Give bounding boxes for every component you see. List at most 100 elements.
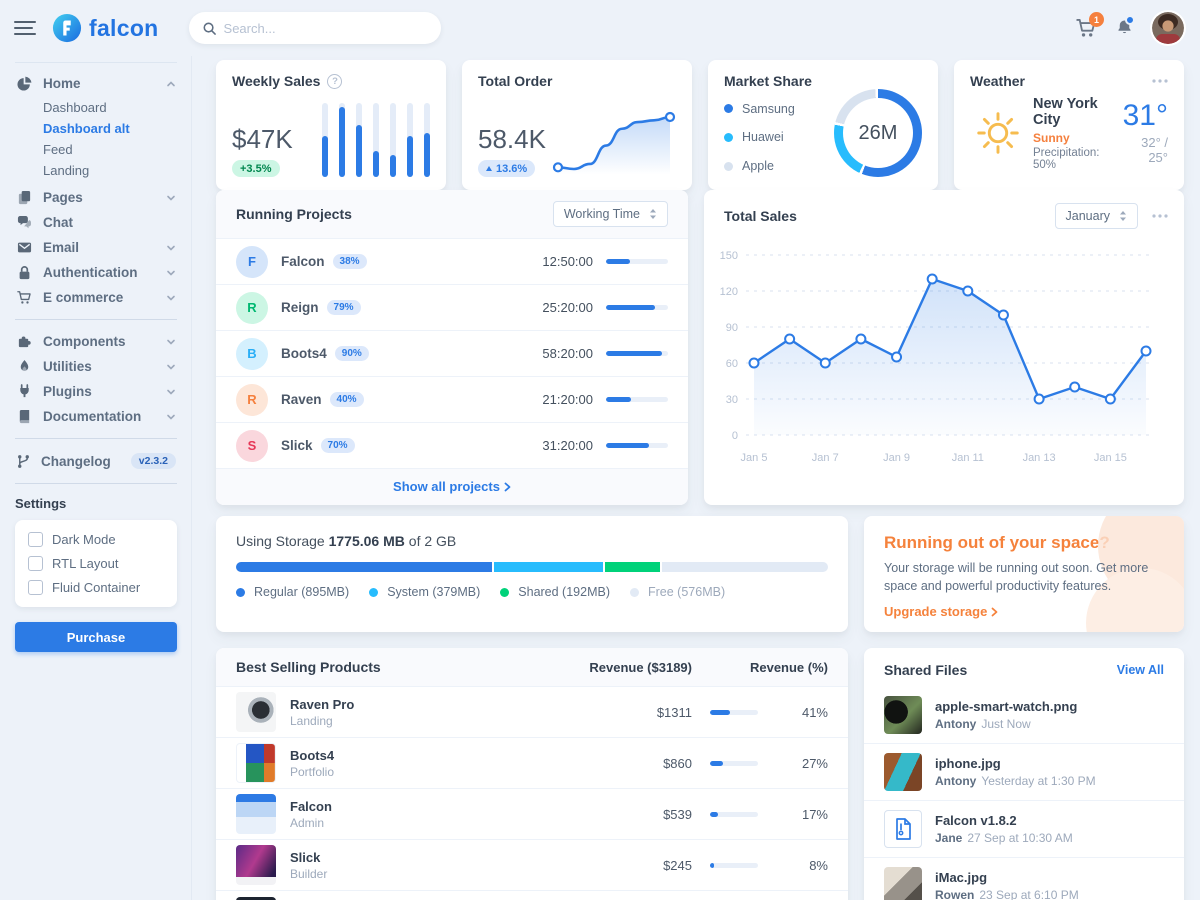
list-item[interactable]: iphone.jpg Antony Yesterday at 1:30 PM <box>864 743 1184 800</box>
product-name[interactable]: Boots4 <box>290 747 335 763</box>
market-share-card: Market Share Samsung Huawei <box>708 60 938 190</box>
project-name[interactable]: Falcon <box>281 254 325 269</box>
list-item[interactable]: iMac.jpg Rowen 23 Sep at 6:10 PM <box>864 857 1184 900</box>
fluid-container-toggle[interactable]: Fluid Container <box>28 580 164 595</box>
sidebar-item-documentation[interactable]: Documentation <box>15 404 177 429</box>
sidebar-item-chat[interactable]: Chat <box>15 210 177 235</box>
chevron-down-icon <box>166 268 176 278</box>
project-name[interactable]: Boots4 <box>281 346 327 361</box>
storage-label: Using Storage 1775.06 MB of 2 GB <box>236 533 457 549</box>
checkbox-icon[interactable] <box>28 580 43 595</box>
legend-dot <box>724 161 733 171</box>
file-name[interactable]: iphone.jpg <box>935 756 1001 771</box>
checkbox-icon[interactable] <box>28 532 43 547</box>
avatar: S <box>236 429 268 462</box>
dark-mode-toggle[interactable]: Dark Mode <box>28 532 164 547</box>
sidebar-item-utilities[interactable]: Utilities <box>15 354 177 379</box>
svg-text:Jan 15: Jan 15 <box>1094 452 1127 464</box>
total-order-card: Total Order 58.4K 13.6% <box>462 60 692 190</box>
sidebar-item-plugins[interactable]: Plugins <box>15 379 177 404</box>
weekly-sales-bars <box>322 103 430 177</box>
sidebar-item-label: Utilities <box>43 359 92 374</box>
file-thumbnail <box>884 696 922 734</box>
file-thumbnail <box>884 867 922 900</box>
file-name[interactable]: apple-smart-watch.png <box>935 699 1078 714</box>
product-category[interactable]: Admin <box>290 815 325 830</box>
product-name[interactable]: Slick <box>290 849 321 865</box>
project-name[interactable]: Raven <box>281 392 322 407</box>
product-category[interactable]: Builder <box>290 866 328 881</box>
view-all-link[interactable]: View All <box>1116 663 1164 677</box>
file-name[interactable]: iMac.jpg <box>935 870 988 885</box>
legend-item-regular: Regular (895MB) <box>236 585 349 599</box>
upgrade-storage-link[interactable]: Upgrade storage <box>884 604 998 619</box>
product-percent: 17% <box>801 806 828 822</box>
list-item[interactable]: Falcon v1.8.2 Jane 27 Sep at 10:30 AM <box>864 800 1184 857</box>
table-row-partial <box>216 891 848 900</box>
cart-button[interactable]: 1 <box>1076 12 1104 38</box>
project-time: 21:20:00 <box>542 392 593 407</box>
project-progress <box>606 351 668 356</box>
help-icon[interactable]: ? <box>327 73 343 89</box>
card-title: Weekly Sales <box>232 73 321 89</box>
working-time-select[interactable]: Working Time <box>552 201 668 227</box>
checkbox-icon[interactable] <box>28 556 43 571</box>
sidebar-item-label: Changelog <box>41 453 111 469</box>
card-title: Weather <box>970 73 1025 89</box>
file-author: Jane <box>935 831 963 845</box>
sidebar-item-authentication[interactable]: Authentication <box>15 260 177 285</box>
code-branch-icon <box>16 454 31 469</box>
storage-segment-regular <box>236 562 493 572</box>
sidebar-item-ecommerce[interactable]: E commerce <box>15 285 177 310</box>
sidebar-item-label: Email <box>43 240 80 255</box>
table-row: Falcon Admin $539 17% <box>216 789 848 840</box>
file-author: Antony <box>935 717 977 731</box>
sidebar-item-email[interactable]: Email <box>15 235 177 260</box>
product-thumbnail <box>236 692 276 732</box>
file-name[interactable]: Falcon v1.8.2 <box>935 813 1017 828</box>
project-percent-badge: 79% <box>326 300 361 315</box>
envelope-icon <box>16 240 33 255</box>
project-time: 25:20:00 <box>542 300 593 315</box>
sidebar-item-changelog[interactable]: Changelog v2.3.2 <box>15 448 177 474</box>
product-name[interactable]: Falcon <box>290 798 332 814</box>
sidebar-item-feed[interactable]: Feed <box>43 142 73 157</box>
brand-logo[interactable]: falcon <box>52 13 159 43</box>
list-item[interactable]: apple-smart-watch.png Antony Just Now <box>864 687 1184 743</box>
rtl-layout-toggle[interactable]: RTL Layout <box>28 556 164 571</box>
ellipsis-menu-icon[interactable] <box>1152 214 1168 218</box>
main-content: Weekly Sales ? $47K +3.5% Total Order <box>192 56 1200 900</box>
show-all-projects-link[interactable]: Show all projects <box>393 479 511 494</box>
product-progress <box>710 709 758 715</box>
sidebar-item-dashboard[interactable]: Dashboard <box>43 100 107 115</box>
sidebar-item-components[interactable]: Components <box>15 329 177 354</box>
sidebar-item-dashboard-alt[interactable]: Dashboard alt <box>43 121 130 136</box>
month-select[interactable]: January <box>1054 203 1138 229</box>
product-category[interactable]: Portfolio <box>290 764 335 779</box>
sidebar-item-landing[interactable]: Landing <box>43 163 90 178</box>
product-category[interactable]: Landing <box>290 713 333 728</box>
caret-up-icon <box>486 166 492 171</box>
product-name[interactable]: Raven Pro <box>290 696 355 712</box>
project-name[interactable]: Slick <box>281 438 313 453</box>
space-card-title: Running out of your space? <box>884 533 1110 552</box>
purchase-button[interactable]: Purchase <box>15 622 177 652</box>
chevron-down-icon <box>166 337 176 347</box>
notifications-button[interactable] <box>1115 15 1135 38</box>
product-price: $245 <box>663 857 692 873</box>
sidebar-item-pages[interactable]: Pages <box>15 185 177 210</box>
product-thumbnail <box>236 743 276 783</box>
file-archive-icon <box>884 810 922 848</box>
market-share-total: 26M <box>843 98 913 168</box>
market-share-donut: 26M <box>834 89 922 177</box>
user-avatar[interactable] <box>1152 12 1184 44</box>
legend-dot <box>724 104 733 114</box>
search-input[interactable] <box>223 20 427 36</box>
weekly-sales-bar <box>390 103 396 177</box>
weather-condition: Sunny <box>1033 130 1070 145</box>
ellipsis-menu-icon[interactable] <box>1152 79 1168 83</box>
project-name[interactable]: Reign <box>281 300 319 315</box>
sidebar-item-home[interactable]: Home <box>15 71 177 96</box>
svg-text:0: 0 <box>732 430 738 442</box>
hamburger-menu-icon[interactable] <box>14 17 36 39</box>
